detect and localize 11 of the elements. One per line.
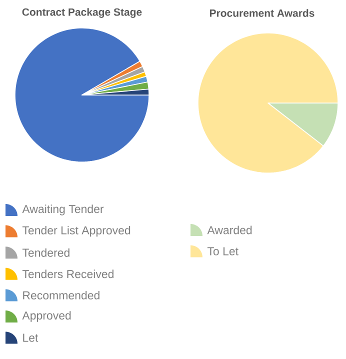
legend-label: Tendered [22, 248, 70, 257]
legend-label: To Let [207, 247, 238, 256]
legend-label: Let [23, 334, 38, 342]
legend-label: Approved [22, 311, 71, 322]
legend-label: Awaiting Tender [22, 204, 104, 216]
legend-label: Recommended [23, 290, 100, 300]
chart-title: Procurement Awards [210, 9, 314, 17]
legend-label: Awarded [207, 226, 252, 234]
legend-label: Tender List Approved [22, 226, 130, 237]
chart-title: Contract Package Stage [22, 8, 142, 18]
legend-label: Tenders Received [22, 270, 114, 278]
